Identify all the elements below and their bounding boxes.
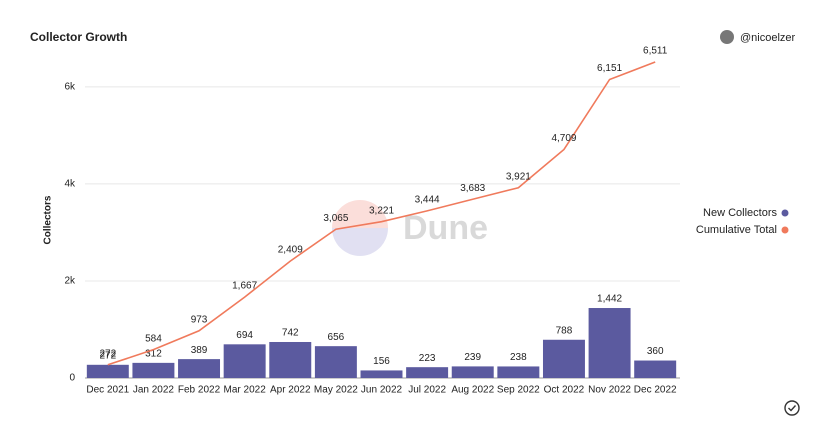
legend-marker	[781, 209, 789, 217]
line-value-label: 4,709	[551, 133, 576, 144]
bar-value-label: 788	[556, 325, 573, 336]
bar	[588, 308, 631, 378]
line	[107, 61, 656, 366]
x-tick-label: Mar 2022	[224, 385, 267, 396]
watermark-logo-bottom	[332, 228, 388, 256]
line-value-label: 3,921	[506, 171, 531, 182]
bar-value-label: 272	[99, 350, 116, 361]
x-tick-label: Oct 2022	[544, 385, 585, 396]
legend-label: Cumulative Total	[696, 224, 777, 236]
x-tick-label: Jun 2022	[361, 385, 403, 396]
x-tick-label: Feb 2022	[178, 385, 221, 396]
avatar	[720, 30, 734, 44]
line-value-label: 973	[191, 314, 208, 325]
bar	[451, 366, 494, 378]
line-value-label: 3,444	[415, 195, 440, 206]
author: @nicoelzer	[740, 32, 796, 44]
x-tick-label: Dec 2022	[634, 385, 677, 396]
bar	[269, 341, 312, 378]
bar	[314, 346, 357, 378]
bar	[223, 344, 266, 378]
y-axis-label: Collectors	[43, 195, 54, 244]
bar-value-label: 156	[373, 356, 390, 367]
bar-value-label: 238	[510, 352, 527, 363]
bar	[178, 359, 221, 378]
y-tick-label: 0	[69, 373, 75, 384]
legend-marker	[781, 226, 789, 234]
bar	[360, 370, 403, 378]
bar-value-label: 656	[328, 332, 345, 343]
bar	[406, 367, 449, 378]
x-tick-label: Aug 2022	[451, 385, 494, 396]
bar-value-label: 742	[282, 328, 299, 339]
x-tick-label: Nov 2022	[588, 385, 631, 396]
bar	[132, 362, 175, 378]
line-value-label: 2,409	[278, 245, 303, 256]
bar	[86, 364, 129, 378]
bar-value-label: 389	[191, 345, 208, 356]
line-value-label: 6,511	[643, 46, 668, 57]
chart-title: Collector Growth	[30, 30, 127, 44]
bar-value-label: 239	[464, 352, 481, 363]
y-tick-label: 4k	[64, 179, 76, 190]
bar-value-label: 223	[419, 353, 436, 364]
x-tick-label: Apr 2022	[270, 385, 311, 396]
line-value-label: 3,065	[323, 213, 348, 224]
watermark: Dune	[332, 200, 488, 256]
x-tick-label: Dec 2021	[86, 385, 129, 396]
bar-value-label: 312	[145, 348, 162, 359]
line-value-label: 584	[145, 333, 162, 344]
line-value-label: 3,221	[369, 205, 394, 216]
bar	[634, 360, 677, 378]
y-tick-label: 2k	[64, 276, 76, 287]
check-icon[interactable]	[784, 400, 800, 416]
bar-value-label: 360	[647, 346, 664, 357]
line-value-label: 1,667	[232, 281, 257, 292]
y-tick-label: 6k	[64, 81, 76, 92]
bar-value-label: 1,442	[597, 294, 622, 305]
bar-value-label: 694	[236, 330, 253, 341]
line-value-label: 272	[99, 348, 116, 359]
x-tick-label: Sep 2022	[497, 385, 540, 396]
line-value-label: 3,683	[460, 183, 485, 194]
bar	[497, 366, 540, 378]
legend-label: New Collectors	[703, 207, 777, 219]
bar	[542, 339, 585, 378]
line-value-label: 6,151	[597, 63, 622, 74]
watermark-logo-top	[332, 200, 388, 228]
x-tick-label: Jul 2022	[408, 385, 446, 396]
watermark-text: Dune	[403, 209, 488, 247]
x-tick-label: Jan 2022	[133, 385, 175, 396]
x-tick-label: May 2022	[314, 385, 358, 396]
